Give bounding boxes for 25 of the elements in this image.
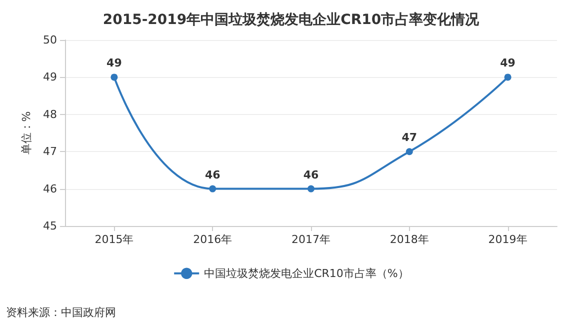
y-tick-label: 45 <box>43 220 57 232</box>
data-label: 49 <box>106 56 122 70</box>
y-tick-label: 47 <box>43 145 57 158</box>
data-label: 46 <box>204 168 221 182</box>
chart-title: 2015-2019年中国垃圾焚烧发电企业CR10市占率变化情况 <box>102 11 480 28</box>
x-tick-label: 2015年 <box>94 233 134 246</box>
y-tick-label: 46 <box>43 182 57 196</box>
y-tick-label: 50 <box>43 34 57 46</box>
point <box>209 185 216 192</box>
point <box>308 185 314 192</box>
y-tick-label: 48 <box>43 108 57 121</box>
point <box>406 148 413 156</box>
x-tick-label: 2016年 <box>193 233 232 246</box>
x-tick-label: 2018年 <box>390 233 429 246</box>
data-label: 47 <box>402 131 418 144</box>
x-tick-label: 2017年 <box>292 233 330 246</box>
y-tick-label: 49 <box>43 70 57 84</box>
point <box>504 74 512 81</box>
data-label: 46 <box>303 168 319 182</box>
data-label: 49 <box>500 56 516 70</box>
y-axis-title: 单位：% <box>20 111 34 155</box>
point <box>110 74 118 81</box>
legend-label: 中国垃圾焚烧发电企业CR10市占率（%） <box>204 266 409 280</box>
text: 资料来源：中国政府网 <box>6 306 116 319</box>
x-tick-label: 2019年 <box>488 233 528 246</box>
